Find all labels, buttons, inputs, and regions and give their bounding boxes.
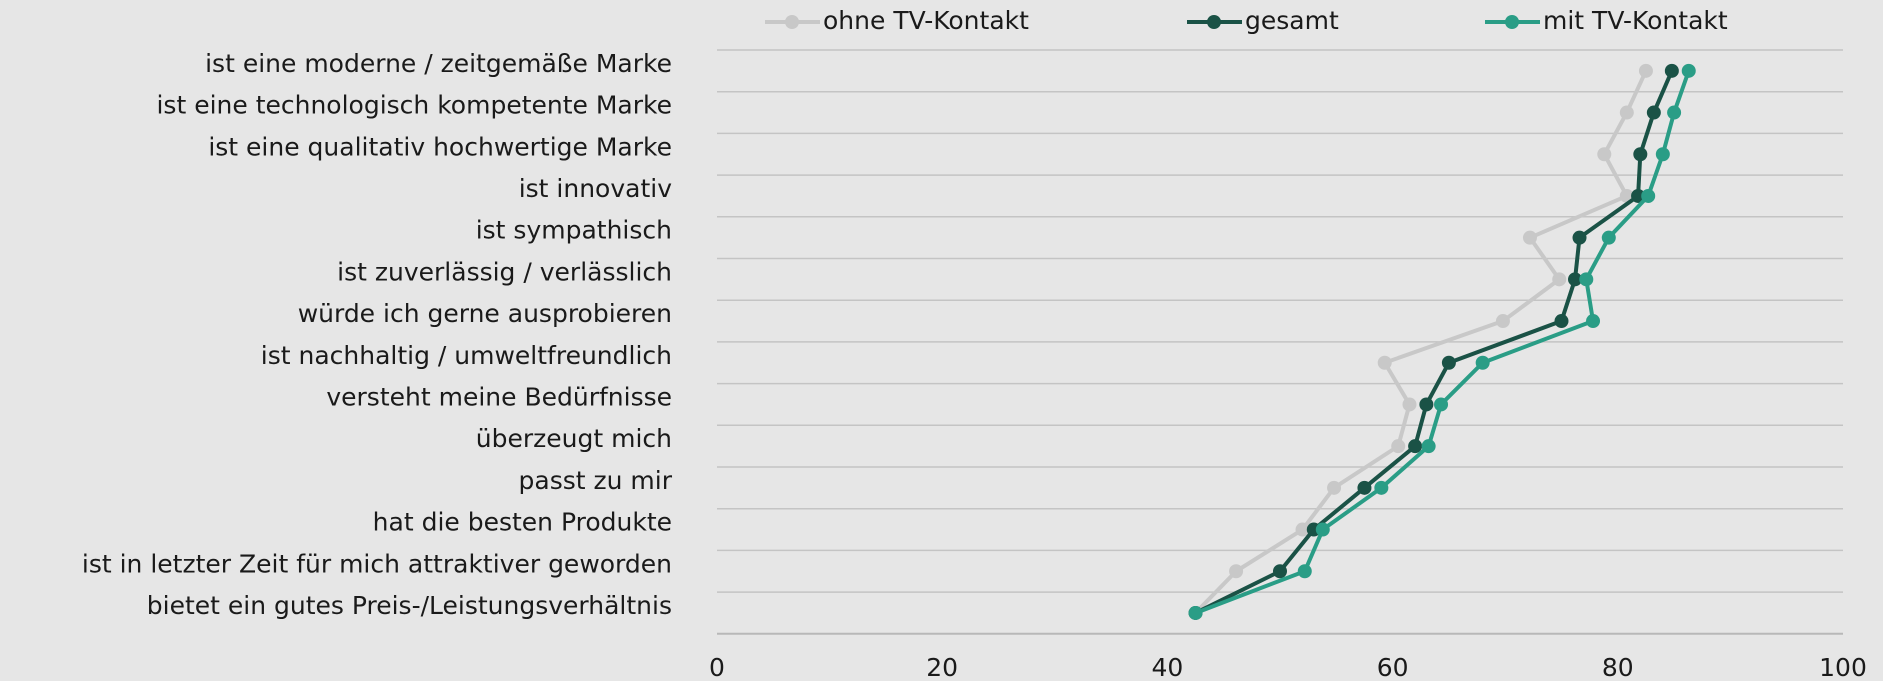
x-tick-label: 40 — [1151, 653, 1183, 681]
x-tick-label: 100 — [1819, 653, 1867, 681]
y-tick-label: ist innovativ — [519, 174, 673, 203]
series-line — [1194, 70, 1648, 615]
data-point — [1631, 188, 1646, 203]
data-point — [1633, 147, 1648, 162]
data-point — [1374, 480, 1389, 495]
y-tick-label: ist zuverlässig / verlässlich — [337, 257, 672, 286]
data-point — [1434, 397, 1449, 412]
y-tick-label: hat die besten Produkte — [373, 508, 672, 537]
data-point — [1357, 480, 1372, 495]
legend-marker — [1207, 15, 1221, 29]
y-tick-label: ist sympathisch — [476, 216, 672, 245]
data-point — [1327, 480, 1342, 495]
data-point — [1641, 188, 1656, 203]
data-point — [1681, 63, 1696, 78]
x-tick-label: 20 — [926, 653, 958, 681]
data-point — [1597, 147, 1612, 162]
data-point — [1495, 314, 1510, 329]
data-point — [1402, 397, 1417, 412]
y-tick-label: würde ich gerne ausprobieren — [298, 299, 672, 328]
y-tick-label: passt zu mir — [519, 466, 673, 495]
data-point — [1579, 272, 1594, 287]
data-point — [1297, 564, 1312, 579]
series-line — [1194, 70, 1691, 615]
x-tick-label: 0 — [709, 653, 725, 681]
legend-marker — [1505, 15, 1519, 29]
legend-label: gesamt — [1245, 6, 1339, 35]
legend-label: mit TV-Kontakt — [1543, 6, 1728, 35]
data-point — [1188, 605, 1203, 620]
y-tick-label: ist eine qualitativ hochwertige Marke — [208, 132, 672, 161]
y-tick-label: überzeugt mich — [476, 424, 672, 453]
data-point — [1646, 105, 1661, 120]
data-point — [1655, 147, 1670, 162]
data-point — [1667, 105, 1682, 120]
y-tick-label: ist in letzter Zeit für mich attraktiver… — [82, 549, 672, 578]
data-point — [1601, 230, 1616, 245]
data-point — [1315, 522, 1330, 537]
data-point — [1572, 230, 1587, 245]
data-point — [1421, 439, 1436, 454]
data-point — [1377, 355, 1392, 370]
data-point — [1554, 314, 1569, 329]
legend-marker — [785, 15, 799, 29]
legend-label: ohne TV-Kontakt — [823, 6, 1029, 35]
x-tick-label: 80 — [1602, 653, 1634, 681]
data-point — [1586, 314, 1601, 329]
data-point — [1552, 272, 1567, 287]
y-tick-label: ist nachhaltig / umweltfreundlich — [261, 341, 672, 370]
y-tick-label: bietet ein gutes Preis-/Leistungsverhält… — [147, 591, 672, 620]
data-point — [1295, 522, 1310, 537]
data-point — [1273, 564, 1287, 579]
y-tick-label: ist eine technologisch kompetente Marke — [156, 91, 672, 120]
data-point — [1408, 439, 1423, 454]
data-point — [1568, 272, 1583, 287]
data-point — [1475, 355, 1490, 370]
data-point — [1441, 355, 1456, 370]
data-point — [1419, 397, 1434, 412]
x-tick-label: 60 — [1377, 653, 1409, 681]
data-point — [1638, 63, 1653, 78]
y-tick-label: ist eine moderne / zeitgemäße Marke — [205, 49, 672, 78]
data-point — [1391, 439, 1406, 454]
data-point — [1619, 105, 1634, 120]
y-tick-label: versteht meine Bedürfnisse — [326, 382, 672, 411]
data-point — [1229, 564, 1244, 579]
data-point — [1522, 230, 1537, 245]
data-point — [1664, 63, 1679, 78]
